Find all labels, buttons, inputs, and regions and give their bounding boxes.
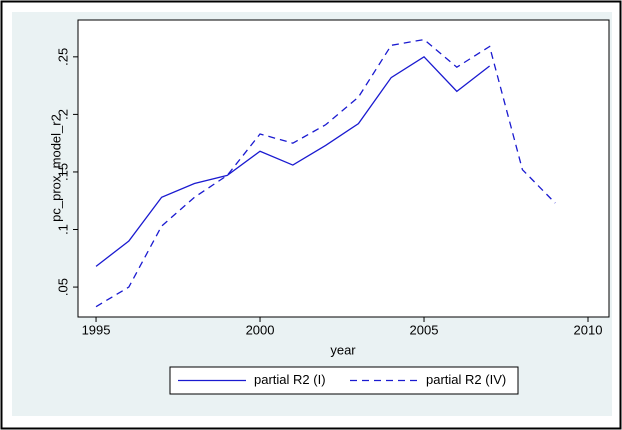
y-tick-label: .05 <box>55 278 70 296</box>
x-tick-label: 2010 <box>574 322 603 337</box>
x-tick-label: 2000 <box>246 322 275 337</box>
x-tick-label: 1995 <box>82 322 111 337</box>
plot-area <box>77 19 610 318</box>
y-tick-label: .2 <box>55 109 70 120</box>
x-tick-label: 2005 <box>410 322 439 337</box>
legend-label: partial R2 (IV) <box>426 372 506 387</box>
y-tick-label: .1 <box>55 224 70 235</box>
y-tick-label: .15 <box>55 163 70 181</box>
y-tick-label: .25 <box>55 48 70 66</box>
series-line <box>95 38 556 308</box>
series-line <box>95 56 491 267</box>
legend-label: partial R2 (I) <box>254 372 326 387</box>
x-axis-title: year <box>330 342 356 357</box>
y-axis-title: pc_prox_model_r2 <box>48 114 63 222</box>
